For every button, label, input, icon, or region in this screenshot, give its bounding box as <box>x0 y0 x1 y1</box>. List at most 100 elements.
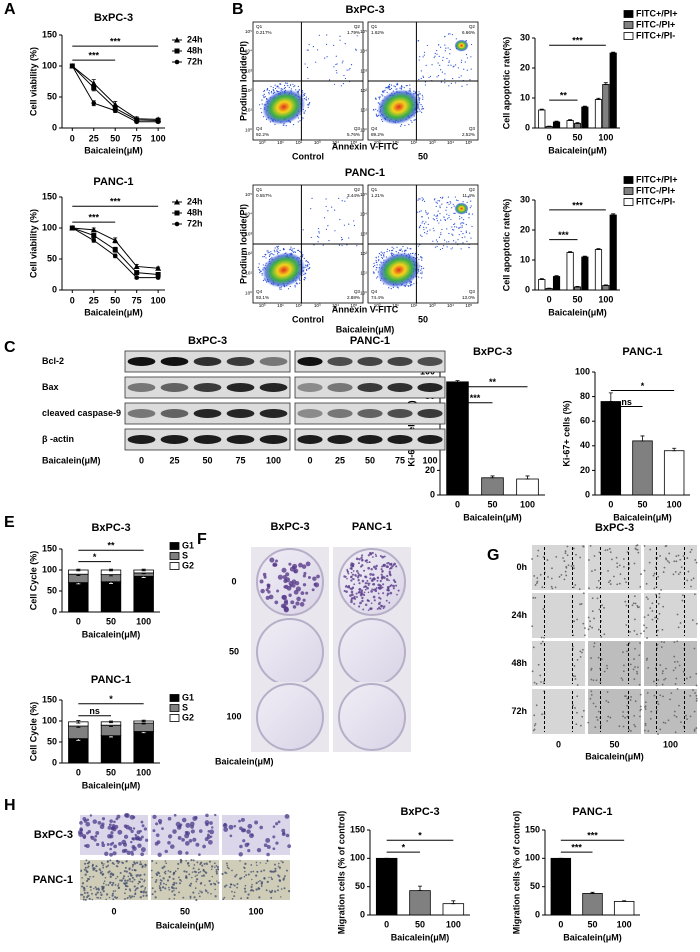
migrated-cell <box>101 861 103 864</box>
migrated-cell <box>164 860 167 862</box>
wound-cell <box>616 562 619 565</box>
flow-event <box>439 212 441 215</box>
wound-cell <box>622 715 624 718</box>
colony <box>356 570 359 573</box>
colony <box>259 579 264 584</box>
flow-event <box>334 209 336 211</box>
flow-x-tick: 10⁰ <box>374 140 381 145</box>
colony <box>366 586 369 590</box>
migrated-cell <box>191 871 194 873</box>
migrated-cell <box>102 864 104 867</box>
flow-event <box>424 81 427 83</box>
flow-title: PANC-1 <box>345 167 385 179</box>
colony <box>314 582 320 588</box>
wound-cell <box>626 715 629 718</box>
x-tick-label: 100 <box>446 919 461 929</box>
blot-dose-label: Baicalein(μM) <box>42 455 101 465</box>
flow-event <box>436 202 438 204</box>
migrated-cell <box>130 850 134 854</box>
migrated-cell <box>159 883 162 886</box>
migrated-cell <box>277 865 280 868</box>
migrated-cell <box>204 870 206 873</box>
chart-title: BxPC-3 <box>94 12 133 24</box>
wound-cell <box>636 544 639 547</box>
wound-cell <box>637 551 640 554</box>
blot-row-label: Bax <box>42 382 59 392</box>
colony <box>301 564 307 569</box>
colony <box>283 578 288 584</box>
migrated-cell <box>214 888 216 891</box>
flow-x-tick: 10³ <box>429 303 436 308</box>
flow-event <box>419 56 421 58</box>
flow-event <box>423 54 425 56</box>
flow-event <box>299 250 301 253</box>
wound-cell <box>592 679 595 682</box>
blot-lane-label: 100 <box>266 455 281 465</box>
migrated-cell <box>208 839 213 845</box>
wound-cell <box>574 707 576 709</box>
migrated-cell <box>246 829 251 834</box>
wound-cell <box>576 684 579 686</box>
migrated-cell <box>81 894 84 896</box>
flow-event <box>435 239 438 241</box>
wound-cell <box>589 545 592 547</box>
y-axis-label: Cell Cycle (%) <box>28 551 38 611</box>
migrated-cell <box>126 879 129 882</box>
migrated-cell <box>154 890 157 893</box>
migrated-cell <box>260 870 263 873</box>
wound-cell <box>658 592 661 595</box>
wound-cell <box>636 672 639 675</box>
marker <box>174 210 180 216</box>
x-tick-label: 50 <box>110 133 120 143</box>
flow-y-tick: 10⁵ <box>245 192 252 197</box>
migrated-cell <box>245 874 248 877</box>
flow-event <box>309 102 311 104</box>
flow-y-tick: 10² <box>360 88 367 93</box>
flow-event <box>272 86 274 89</box>
migrated-cell <box>244 870 246 873</box>
colony <box>288 562 292 566</box>
flow-event <box>460 61 463 63</box>
migrated-cell <box>180 859 183 862</box>
colony <box>389 591 393 595</box>
colony <box>305 591 309 595</box>
blot-band <box>387 383 413 392</box>
bar <box>582 893 603 916</box>
marker <box>155 272 161 277</box>
bar-segment <box>133 731 154 764</box>
flow-event <box>426 233 428 235</box>
wound-cell <box>635 670 638 673</box>
flow-event <box>464 61 466 63</box>
blot-band <box>357 435 383 444</box>
y-axis-label: Ki-67+ cells (%) <box>561 400 571 466</box>
flow-event <box>466 84 468 86</box>
wound-time: 24h <box>511 610 527 620</box>
wound-cell <box>574 675 576 678</box>
flow-event <box>460 222 462 224</box>
colony <box>381 555 385 559</box>
flow-event <box>448 61 450 63</box>
migrated-cell <box>181 838 185 842</box>
wound-cell <box>579 556 582 559</box>
wound-cell <box>644 708 647 710</box>
blot-band <box>297 435 323 444</box>
wound-cell <box>564 550 567 553</box>
flow-event <box>288 86 290 88</box>
wound-cell <box>573 567 575 570</box>
migrated-cell <box>210 892 212 895</box>
migrated-cell <box>116 875 119 878</box>
flow-event <box>421 259 423 261</box>
migrated-cell <box>195 898 198 902</box>
flow-event <box>436 53 438 55</box>
wound-cell <box>628 729 631 731</box>
flow-event <box>447 196 449 198</box>
colony <box>381 571 384 573</box>
flow-event <box>459 215 461 217</box>
flow-event <box>404 285 406 287</box>
flow-event <box>297 121 299 123</box>
bar-segment <box>100 735 122 764</box>
migrated-cell <box>133 895 135 898</box>
flow-event <box>460 248 462 250</box>
x-tick-label: 0 <box>76 767 81 777</box>
flow-event <box>318 231 320 233</box>
